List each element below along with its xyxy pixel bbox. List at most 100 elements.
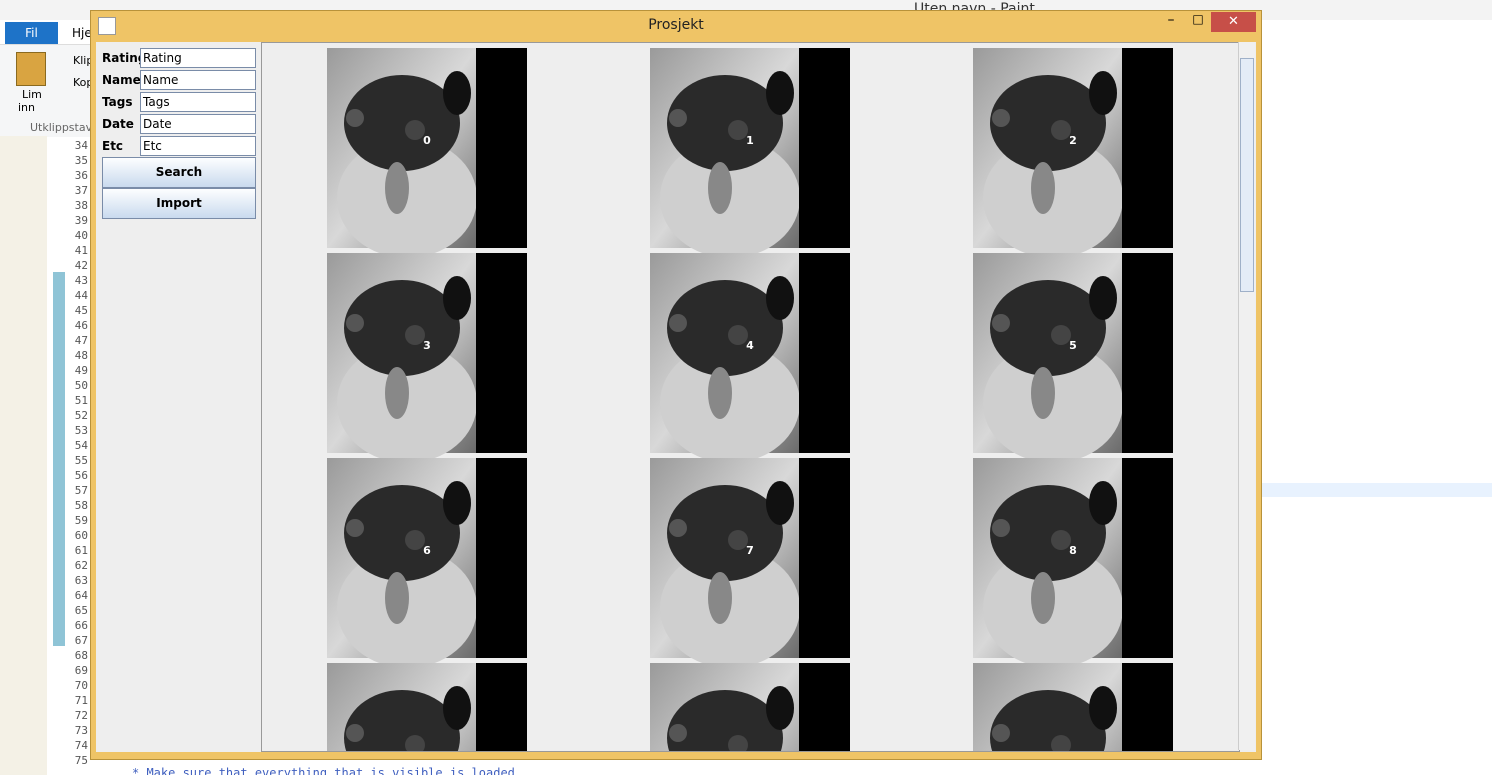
editor-margin xyxy=(0,136,47,775)
image-tile[interactable]: 3 xyxy=(327,253,527,463)
image-index: 2 xyxy=(1069,134,1077,147)
paste-label[interactable]: inn xyxy=(18,101,35,114)
line-number: 52 xyxy=(74,409,88,422)
line-number: 65 xyxy=(74,604,88,617)
image-tile[interactable]: 11 xyxy=(973,663,1173,751)
line-number: 51 xyxy=(74,394,88,407)
line-number: 56 xyxy=(74,469,88,482)
minimize-button[interactable]: – xyxy=(1167,12,1175,28)
image-tile[interactable]: 10 xyxy=(650,663,850,751)
line-number: 49 xyxy=(74,364,88,377)
image-tile[interactable]: 6 xyxy=(327,458,527,668)
image xyxy=(973,663,1173,751)
gallery: 0 1 2 3 4 5 6 7 8 9 10 11 xyxy=(261,42,1240,752)
code-line: * Make sure that everything that is visi… xyxy=(132,766,515,775)
image xyxy=(327,663,527,751)
line-number: 74 xyxy=(74,739,88,752)
line-number: 48 xyxy=(74,349,88,362)
home-tab[interactable]: Hje xyxy=(72,26,92,40)
paste-label[interactable]: Lim xyxy=(22,88,42,101)
image-tile[interactable]: 4 xyxy=(650,253,850,463)
image-tile[interactable]: 5 xyxy=(973,253,1173,463)
change-marker xyxy=(53,272,65,646)
line-number: 55 xyxy=(74,454,88,467)
line-number: 66 xyxy=(74,619,88,632)
button[interactable]: Import xyxy=(102,188,256,219)
file-tab[interactable]: Fil xyxy=(5,22,58,44)
scroll-thumb[interactable] xyxy=(1240,58,1254,292)
image-tile[interactable]: 2 xyxy=(973,48,1173,258)
line-number: 50 xyxy=(74,379,88,392)
image-index: 11 xyxy=(1065,749,1080,751)
button[interactable]: Search xyxy=(102,157,256,188)
line-number: 39 xyxy=(74,214,88,227)
maximize-button[interactable]: □ xyxy=(1192,12,1204,26)
line-number: 44 xyxy=(74,289,88,302)
image-tile[interactable]: 1 xyxy=(650,48,850,258)
copy-label[interactable]: Kop xyxy=(73,76,94,89)
field-label: Etc xyxy=(102,139,124,153)
text-field[interactable]: Rating xyxy=(140,48,256,68)
field-label: Date xyxy=(102,117,134,131)
line-number: 69 xyxy=(74,664,88,677)
line-number: 58 xyxy=(74,499,88,512)
line-number: 45 xyxy=(74,304,88,317)
line-number: 53 xyxy=(74,424,88,437)
line-number: 62 xyxy=(74,559,88,572)
image xyxy=(650,48,850,258)
line-number: 60 xyxy=(74,529,88,542)
line-number: 67 xyxy=(74,634,88,647)
close-button[interactable]: ✕ xyxy=(1211,12,1256,32)
line-number: 68 xyxy=(74,649,88,662)
line-number: 59 xyxy=(74,514,88,527)
line-number: 46 xyxy=(74,319,88,332)
gallery-canvas: 0 1 2 3 4 5 6 7 8 9 10 11 xyxy=(327,48,1173,751)
line-number: 72 xyxy=(74,709,88,722)
image-tile[interactable]: 8 xyxy=(973,458,1173,668)
line-number: 34 xyxy=(74,139,88,152)
cut-label[interactable]: Klip xyxy=(73,54,94,67)
line-number: 54 xyxy=(74,439,88,452)
line-number: 64 xyxy=(74,589,88,602)
text-field[interactable]: Tags xyxy=(140,92,256,112)
line-number: 40 xyxy=(74,229,88,242)
line-number: 73 xyxy=(74,724,88,737)
line-number: 37 xyxy=(74,184,88,197)
line-number: 38 xyxy=(74,199,88,212)
line-number: 36 xyxy=(74,169,88,182)
image-index: 4 xyxy=(746,339,754,352)
image xyxy=(650,253,850,463)
image-index: 5 xyxy=(1069,339,1077,352)
image-tile[interactable]: 7 xyxy=(650,458,850,668)
image xyxy=(650,458,850,668)
field-label: Tags xyxy=(102,95,133,109)
text-field[interactable]: Etc xyxy=(140,136,256,156)
line-number: 75 xyxy=(74,754,88,767)
app-icon xyxy=(98,17,116,35)
image-index: 3 xyxy=(423,339,431,352)
image-index: 9 xyxy=(423,749,431,751)
line-number: 35 xyxy=(74,154,88,167)
image-index: 8 xyxy=(1069,544,1077,557)
image-tile[interactable]: 9 xyxy=(327,663,527,751)
window-title: Prosjekt xyxy=(648,17,704,33)
line-number: 41 xyxy=(74,244,88,257)
line-number: 71 xyxy=(74,694,88,707)
image-index: 10 xyxy=(742,749,758,751)
line-number: 57 xyxy=(74,484,88,497)
image xyxy=(973,253,1173,463)
image-tile[interactable]: 0 xyxy=(327,48,527,258)
field-label: Rating xyxy=(102,51,147,65)
text-field[interactable]: Name xyxy=(140,70,256,90)
line-number: 70 xyxy=(74,679,88,692)
line-number: 43 xyxy=(74,274,88,287)
line-number: 47 xyxy=(74,334,88,347)
line-number: 63 xyxy=(74,574,88,587)
line-number: 61 xyxy=(74,544,88,557)
image xyxy=(973,458,1173,668)
image xyxy=(327,253,527,463)
image xyxy=(973,48,1173,258)
image-index: 0 xyxy=(423,134,431,147)
field-label: Name xyxy=(102,73,141,87)
text-field[interactable]: Date xyxy=(140,114,256,134)
